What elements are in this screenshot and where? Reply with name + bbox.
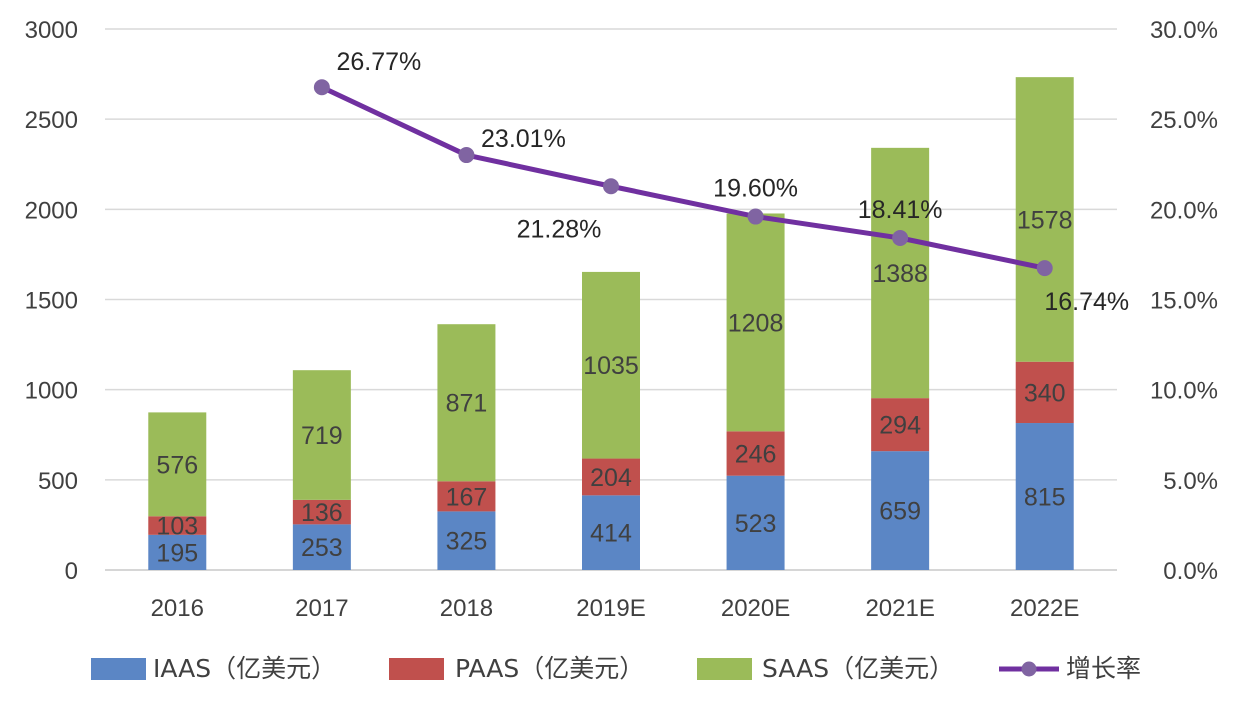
growth-rate-point [603, 178, 619, 195]
bar-value-label: 1578 [1017, 206, 1073, 234]
bar-value-label: 103 [156, 513, 198, 541]
bar-segment [871, 398, 930, 452]
bar-segment [582, 458, 640, 496]
growth-rate-polyline [320, 84, 1046, 271]
legend-swatch [389, 658, 444, 680]
y2-tick-label: 25.0% [1150, 107, 1218, 134]
y2-tick-label: 5.0% [1163, 468, 1218, 495]
y-tick-label: 1500 [25, 288, 78, 315]
bar-value-label: 719 [301, 422, 343, 450]
x-axis: 2016 2017 2018 2019E 2020E 2021E 2022E [151, 595, 1080, 622]
bar-value-label: 523 [735, 510, 777, 538]
y2-tick-label: 15.0% [1150, 288, 1218, 315]
bar-value-label: 167 [446, 483, 488, 511]
growth-rate-label: 21.28% [517, 215, 602, 243]
legend-marker [1021, 661, 1037, 677]
legend-label: 增长率 [1066, 654, 1141, 683]
x-tick-label: 2020E [721, 595, 790, 622]
legend: IAAS（亿美元） PAAS（亿美元） SAAS（亿美元） 增长率 [91, 654, 1141, 683]
bar-segment [1015, 77, 1074, 362]
bar-segment [582, 495, 640, 570]
y2-tick-label: 30.0% [1150, 17, 1218, 44]
y-tick-label: 0 [65, 558, 78, 585]
x-tick-label: 2021E [865, 595, 934, 622]
bar-segment [437, 511, 496, 570]
y-tick-label: 500 [38, 468, 78, 495]
bar-segment [148, 516, 207, 535]
x-tick-label: 2017 [295, 595, 348, 622]
y-tick-label: 2500 [25, 107, 78, 134]
y2-tick-label: 0.0% [1163, 558, 1218, 585]
bar-segment [726, 431, 785, 476]
bar-segment [292, 370, 351, 500]
bars [148, 77, 1074, 570]
growth-rate-label: 26.77% [336, 48, 421, 76]
x-tick-label: 2016 [151, 595, 204, 622]
bar-segment [148, 534, 207, 570]
legend-label: PAAS（亿美元） [455, 654, 644, 683]
bar-value-label: 871 [446, 390, 488, 418]
bar-segment [871, 147, 930, 399]
bar-segment [871, 451, 930, 570]
growth-rate-point [1036, 260, 1053, 277]
bar-value-label: 204 [590, 464, 632, 492]
bar-value-label: 195 [156, 539, 198, 567]
bar-value-label: 1388 [872, 260, 928, 288]
bar-value-label: 1208 [728, 309, 784, 337]
bar-segment [148, 412, 207, 517]
bar-segment [292, 524, 351, 570]
growth-rate-point [747, 208, 764, 225]
bar-segment [1015, 361, 1074, 424]
growth-rate-label: 16.74% [1044, 288, 1129, 316]
bar-value-label: 815 [1024, 484, 1066, 512]
y2-tick-label: 10.0% [1150, 378, 1218, 405]
bar-value-label: 340 [1024, 379, 1066, 407]
x-tick-label: 2018 [440, 595, 493, 622]
bar-value-label: 136 [301, 499, 343, 527]
bar-segment [437, 481, 496, 512]
x-tick-label: 2019E [576, 595, 645, 622]
growth-rate-label: 18.41% [858, 196, 943, 224]
bar-value-label: 246 [735, 441, 777, 469]
y2-tick-label: 20.0% [1150, 197, 1218, 224]
growth-rate-label: 23.01% [481, 125, 566, 153]
bar-value-label: 576 [156, 451, 198, 479]
bar-value-label: 294 [879, 412, 921, 440]
y-tick-label: 3000 [25, 17, 78, 44]
legend-label: SAAS（亿美元） [762, 654, 954, 683]
growth-rate-point [458, 147, 475, 164]
y-axis-left: 0 500 1000 1500 2000 2500 3000 [25, 17, 78, 585]
bar-segment [437, 324, 496, 482]
growth-rate-point [313, 79, 330, 96]
bar-segment [726, 475, 785, 570]
growth-rate-point [892, 230, 909, 247]
growth-rate-line [313, 79, 1053, 277]
bar-segment [582, 271, 640, 459]
bar-value-label: 659 [879, 498, 921, 526]
legend-swatch [91, 658, 146, 680]
legend-swatch [697, 658, 752, 680]
bar-value-label: 325 [446, 528, 488, 556]
y-tick-label: 1000 [25, 378, 78, 405]
bar-value-label: 1035 [583, 352, 639, 380]
bar-value-label: 253 [301, 534, 343, 562]
bar-segment [726, 213, 785, 432]
bar-segment [292, 499, 351, 525]
growth-rate-label: 19.60% [713, 175, 798, 203]
legend-label: IAAS（亿美元） [153, 654, 336, 683]
y-tick-label: 2000 [25, 197, 78, 224]
y-axis-right: 0.0% 5.0% 10.0% 15.0% 20.0% 25.0% 30.0% [1150, 17, 1218, 585]
bar-segment [1015, 423, 1074, 570]
bar-value-label: 414 [590, 520, 632, 548]
x-tick-label: 2022E [1010, 595, 1079, 622]
